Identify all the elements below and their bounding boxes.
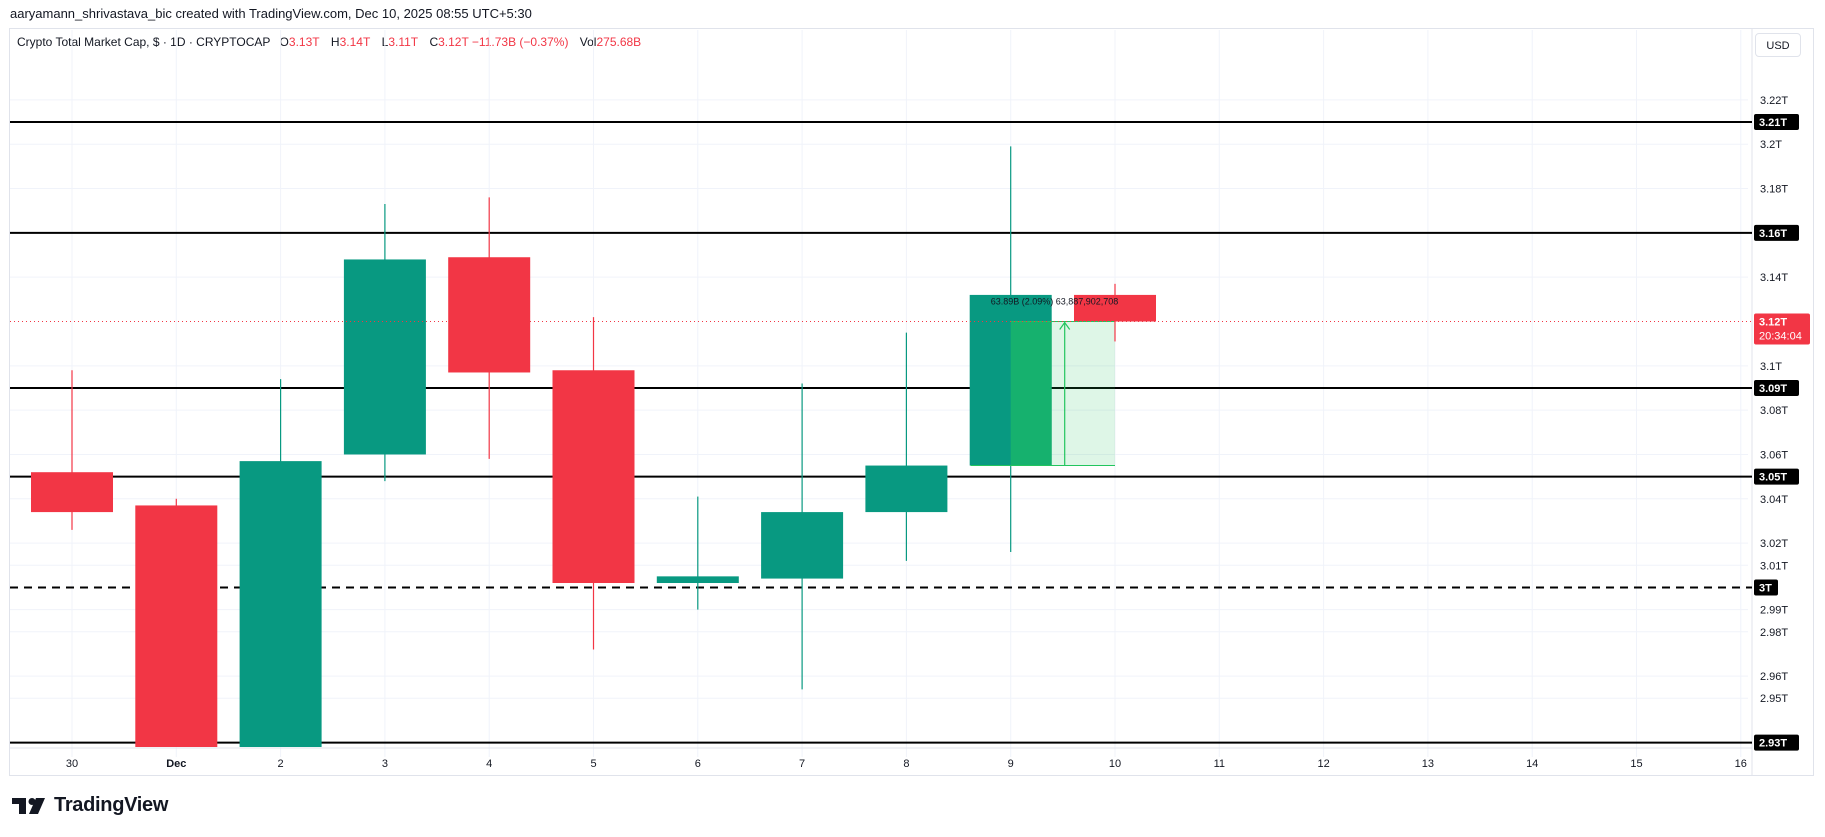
tradingview-logo-icon <box>12 797 45 814</box>
level-price-tag <box>1754 734 1799 751</box>
x-tick-label: Dec <box>166 758 186 770</box>
open-value: 3.13T <box>288 35 320 49</box>
y-tick-label: 3.1T <box>1760 361 1782 373</box>
x-tick-label: 7 <box>799 758 805 770</box>
candle-body[interactable] <box>343 259 426 455</box>
candle-body[interactable] <box>31 472 113 513</box>
y-tick-label: 2.99T <box>1760 605 1788 617</box>
x-tick-label: 5 <box>590 758 596 770</box>
volume-value: 275.68B <box>596 35 642 49</box>
y-tick-label: 2.95T <box>1760 693 1788 705</box>
currency-button[interactable]: USD <box>1755 33 1801 57</box>
candle-body[interactable] <box>552 370 635 584</box>
level-price-tag <box>1754 224 1799 241</box>
close-label: C <box>429 35 439 49</box>
brand-name: TradingView <box>54 794 169 816</box>
chart-frame <box>9 28 1814 776</box>
level-price-tag <box>1754 468 1799 485</box>
candle-body[interactable] <box>656 576 739 584</box>
symbol-legend: Crypto Total Market Cap, $ · 1D · CRYPTO… <box>17 35 649 49</box>
x-tick-label: 15 <box>1630 758 1642 770</box>
y-tick-label: 3.22T <box>1760 95 1788 107</box>
attribution-text: aaryamann_shrivastava_bic created with T… <box>10 6 532 21</box>
level-price-tag <box>1754 114 1799 131</box>
measure-arrow-head <box>1059 321 1071 330</box>
level-price-label: 3.16T <box>1759 228 1787 240</box>
y-tick-label: 3.01T <box>1760 560 1788 572</box>
level-price-tag <box>1754 379 1799 396</box>
candle-body[interactable] <box>761 512 844 579</box>
x-tick-label: 13 <box>1422 758 1434 770</box>
y-tick-label: 3.18T <box>1760 184 1788 196</box>
x-tick-label: 16 <box>1735 758 1747 770</box>
tradingview-logo: TradingView <box>12 794 168 817</box>
x-tick-label: 2 <box>278 758 284 770</box>
level-price-tag <box>1754 579 1778 596</box>
x-tick-label: 6 <box>695 758 701 770</box>
y-tick-label: 3.06T <box>1760 449 1788 461</box>
high-label: H <box>330 35 340 49</box>
x-tick-label: 14 <box>1526 758 1538 770</box>
volume-label: Vol <box>579 35 597 49</box>
low-value: 3.11T <box>388 35 419 49</box>
candle-body[interactable] <box>1074 294 1156 322</box>
close-value: 3.12T −11.73B (−0.37%) <box>438 35 569 49</box>
x-tick-label: 11 <box>1214 758 1225 770</box>
measure-label: 63.89B (2.09%) 63,887,902,708 <box>991 297 1119 307</box>
y-tick-label: 3.14T <box>1760 272 1788 284</box>
candle-body[interactable] <box>865 465 948 513</box>
open-label: O <box>279 35 289 49</box>
level-price-label: 3.09T <box>1759 383 1787 395</box>
level-price-label: 3T <box>1759 582 1772 594</box>
candle-body[interactable] <box>448 257 531 373</box>
y-tick-label: 3.2T <box>1760 139 1782 151</box>
y-tick-label: 2.96T <box>1760 671 1788 683</box>
y-tick-label: 3.02T <box>1760 538 1788 550</box>
x-tick-label: 12 <box>1317 758 1329 770</box>
y-tick-label: 3.04T <box>1760 494 1788 506</box>
current-price-tag <box>1754 313 1810 345</box>
level-price-label: 3.05T <box>1759 472 1787 484</box>
x-tick-label: 9 <box>1008 758 1014 770</box>
x-tick-label: 4 <box>486 758 492 770</box>
y-tick-label: 2.98T <box>1760 627 1788 639</box>
x-tick-label: 8 <box>903 758 909 770</box>
x-tick-label: 10 <box>1109 758 1121 770</box>
x-tick-label: 3 <box>382 758 388 770</box>
high-value: 3.14T <box>339 35 371 49</box>
x-tick-label: 30 <box>66 758 78 770</box>
measure-highlight <box>1010 321 1052 466</box>
level-price-label: 2.93T <box>1759 738 1787 750</box>
y-tick-label: 3.08T <box>1760 405 1788 417</box>
level-price-label: 3.21T <box>1759 117 1787 129</box>
candle-body[interactable] <box>135 505 218 747</box>
current-price-label: 3.12T <box>1759 317 1787 329</box>
candle-body[interactable] <box>239 461 322 747</box>
candle-countdown: 20:34:04 <box>1759 331 1802 343</box>
symbol-name[interactable]: Crypto Total Market Cap, $ · 1D · CRYPTO… <box>17 35 271 49</box>
